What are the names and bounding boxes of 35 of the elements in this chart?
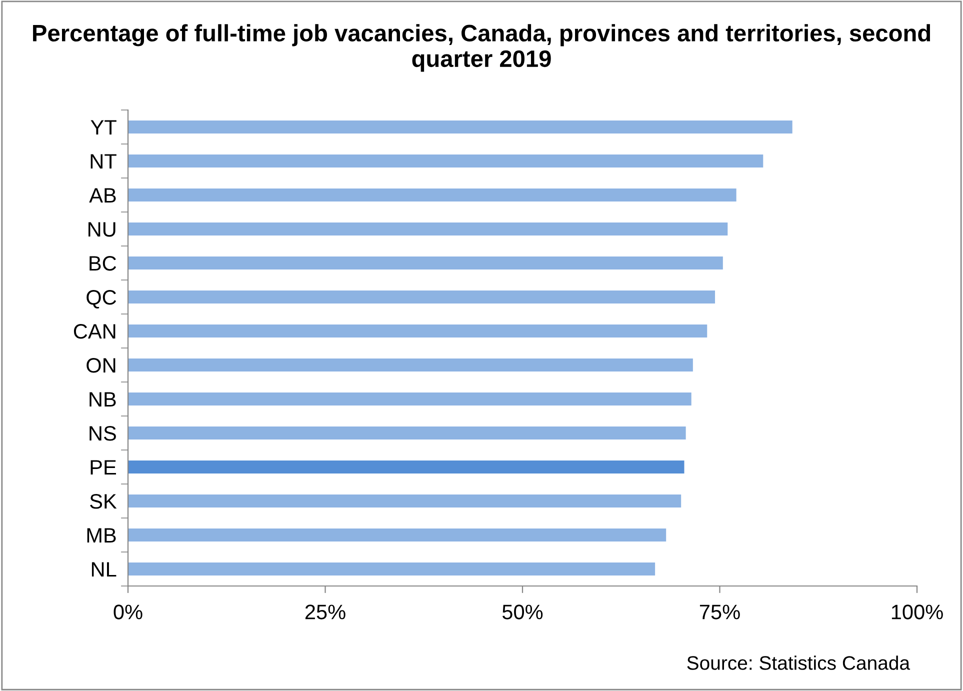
bar [128, 392, 692, 406]
bar [128, 460, 684, 474]
bar [128, 562, 656, 576]
bar [128, 188, 736, 202]
chart-title: Percentage of full-time job vacancies, Canada, provinces and territories, second quarter 2019 [33, 24, 930, 72]
y-tick-label: NU [88, 222, 116, 237]
bar [128, 154, 764, 168]
x-tick-label: 25% [305, 604, 346, 620]
y-tick-label: NT [90, 154, 116, 169]
bar [128, 120, 792, 134]
x-tick-label: 100% [892, 604, 943, 620]
x-tick-label: 75% [700, 604, 740, 620]
bar [128, 256, 723, 270]
bar [128, 222, 728, 236]
y-tick-label: NS [90, 426, 116, 441]
x-tick-label: 0% [114, 604, 142, 620]
y-tick-label: NB [90, 392, 116, 407]
y-tick-label: PE [90, 460, 116, 475]
y-tick-label: SK [90, 494, 117, 509]
y-tick-label: YT [90, 120, 116, 135]
y-tick-label: MB [87, 528, 116, 543]
bar [128, 494, 682, 508]
y-tick-label: CAN [74, 324, 116, 339]
bar [128, 528, 666, 542]
y-tick-label: ON [86, 358, 116, 373]
source-note: Source: Statistics Canada [687, 656, 910, 670]
bar [128, 324, 708, 338]
y-tick-label: AB [89, 188, 116, 203]
bar [128, 358, 693, 372]
bar [128, 290, 716, 304]
y-tick-label: NL [92, 562, 116, 577]
x-tick-label: 50% [502, 604, 543, 620]
y-tick-label: QC [86, 290, 116, 308]
y-tick-label: BC [90, 256, 116, 271]
bar [128, 426, 686, 440]
